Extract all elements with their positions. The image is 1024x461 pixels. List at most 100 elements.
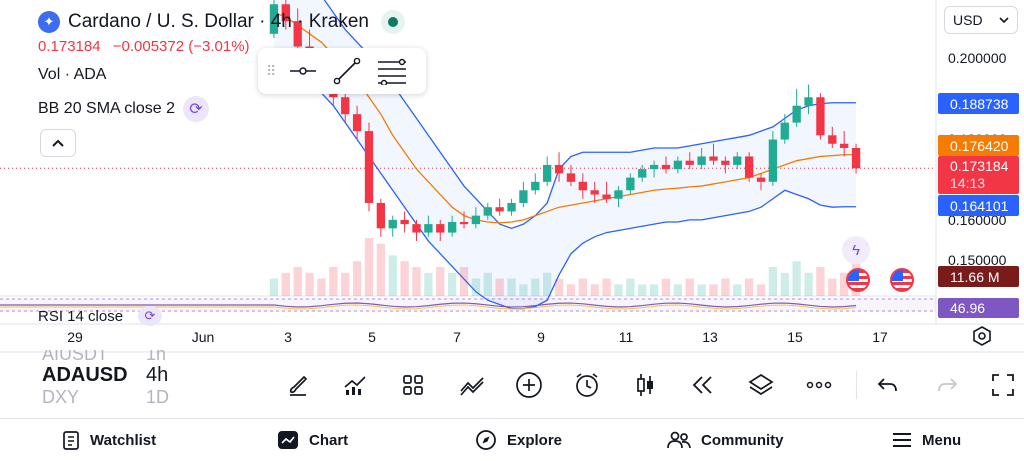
sma-line (273, 12, 857, 224)
candle-body (602, 194, 611, 199)
candle-body (281, 4, 290, 22)
market-status-icon[interactable] (380, 10, 405, 34)
currency-select[interactable]: USD (944, 6, 1018, 34)
sma-badge: 0.176420 (938, 135, 1019, 156)
volume-bar (543, 272, 552, 296)
indicators-icon[interactable] (338, 368, 372, 402)
timeframe-option[interactable]: 1h (146, 350, 167, 364)
more-icon[interactable] (802, 368, 836, 402)
bb-upper-badge: 0.188738 (938, 93, 1019, 114)
volume-bar (305, 272, 314, 296)
volume-bar (459, 267, 469, 296)
candle-body (471, 215, 481, 225)
trend-line-icon[interactable] (455, 368, 489, 402)
volume-bar (436, 267, 445, 296)
replay-icon[interactable] (686, 368, 720, 402)
volume-bar (744, 278, 754, 296)
rsi-legend[interactable]: RSI 14 close (38, 308, 124, 325)
hamburger-icon (893, 433, 911, 447)
volume-bar (709, 284, 718, 296)
chart-icon (278, 431, 298, 449)
bollinger-legend[interactable]: BB 20 SMA close 2 ⟳ (38, 96, 209, 122)
volume-bar (376, 243, 386, 296)
symbol-option[interactable]: DXY (42, 387, 80, 407)
add-icon[interactable] (512, 368, 546, 402)
bar-countdown: 14:13 (950, 175, 986, 191)
volume-bar (780, 272, 789, 296)
candle-body (733, 156, 742, 165)
volume-bar (649, 284, 659, 296)
sync-icon[interactable]: ⟳ (182, 96, 209, 122)
layers-icon[interactable] (744, 368, 778, 402)
volume-bar (352, 261, 362, 296)
undo-icon[interactable] (871, 368, 905, 402)
symbol-title[interactable]: Cardano / U. S. Dollar · 4h · Kraken (68, 11, 369, 32)
nav-menu-label: Menu (922, 431, 962, 449)
bb-lower-badge: 0.164101 (938, 195, 1019, 216)
volume-bar (400, 261, 409, 296)
flash-alert-icon[interactable]: ϟ (842, 236, 870, 264)
volume-bar (590, 284, 599, 296)
trend-line-icon[interactable] (332, 56, 362, 86)
candle-body (412, 224, 421, 233)
nav-menu[interactable]: Menu (892, 419, 961, 461)
us-event-icon[interactable] (846, 268, 870, 292)
selected-symbol[interactable]: ADAUSD (42, 364, 128, 386)
fib-retracement-icon[interactable] (376, 57, 408, 85)
candle-body (566, 173, 576, 182)
volume-bar (447, 272, 457, 296)
nav-community-label: Community (701, 431, 784, 449)
brush-icon[interactable] (281, 368, 315, 402)
chart-settings-icon[interactable] (972, 326, 992, 351)
price-axis-tick: 0.150000 (948, 252, 1007, 268)
volume-bar (840, 272, 849, 296)
timeframe-picker[interactable]: 1h 4h 1D (146, 350, 169, 409)
chart-canvas[interactable] (0, 0, 1024, 418)
candle-body (554, 164, 564, 174)
candle-body (661, 164, 671, 170)
symbol-picker[interactable]: AIUSDT ADAUSD DXY (42, 350, 182, 409)
price-axis-tick: 0.200000 (948, 50, 1007, 66)
candle-body (578, 181, 587, 191)
volume-bar (412, 267, 421, 296)
volume-bar (804, 272, 813, 296)
drag-handle-icon[interactable]: ⠿ (266, 62, 276, 79)
collapse-legend-button[interactable] (40, 129, 76, 157)
candle-body (293, 21, 302, 47)
layouts-icon[interactable] (396, 368, 430, 402)
symbol-option[interactable]: AIUSDT (42, 350, 109, 364)
volume-bar (566, 284, 576, 296)
volume-legend[interactable]: Vol · ADA (38, 66, 107, 83)
volume-bar (816, 267, 825, 296)
candle-body (507, 202, 516, 212)
volume-bar (673, 284, 683, 296)
chevron-up-icon (52, 139, 64, 147)
nav-chart[interactable]: Chart (277, 419, 348, 461)
candle-body (649, 164, 659, 170)
candle-body (673, 160, 683, 170)
volume-bar (269, 278, 279, 296)
nav-watchlist[interactable]: Watchlist (62, 419, 156, 461)
volume-bar (685, 278, 694, 296)
nav-explore[interactable]: Explore (475, 419, 562, 461)
candle-type-icon[interactable] (628, 368, 662, 402)
selected-timeframe[interactable]: 4h (146, 364, 169, 386)
nav-community[interactable]: Community (667, 419, 784, 461)
alert-icon[interactable] (570, 368, 604, 402)
watchlist-icon (63, 431, 79, 450)
candle-body (447, 222, 457, 233)
compass-icon (476, 430, 496, 450)
volume-bar (364, 238, 374, 296)
volume-bar (329, 267, 338, 296)
redo-icon (930, 368, 964, 402)
sync-icon[interactable]: ⟳ (138, 306, 162, 326)
volume-badge: 11.66 M (938, 266, 1019, 287)
horizontal-ray-icon[interactable] (288, 61, 318, 81)
us-event-icon[interactable] (890, 268, 914, 292)
candle-body (697, 156, 706, 165)
timeframe-option[interactable]: 1D (146, 387, 170, 407)
fullscreen-icon[interactable] (986, 368, 1020, 402)
volume-bar (293, 267, 302, 296)
candle-body (424, 224, 433, 233)
candle-body (614, 190, 623, 199)
